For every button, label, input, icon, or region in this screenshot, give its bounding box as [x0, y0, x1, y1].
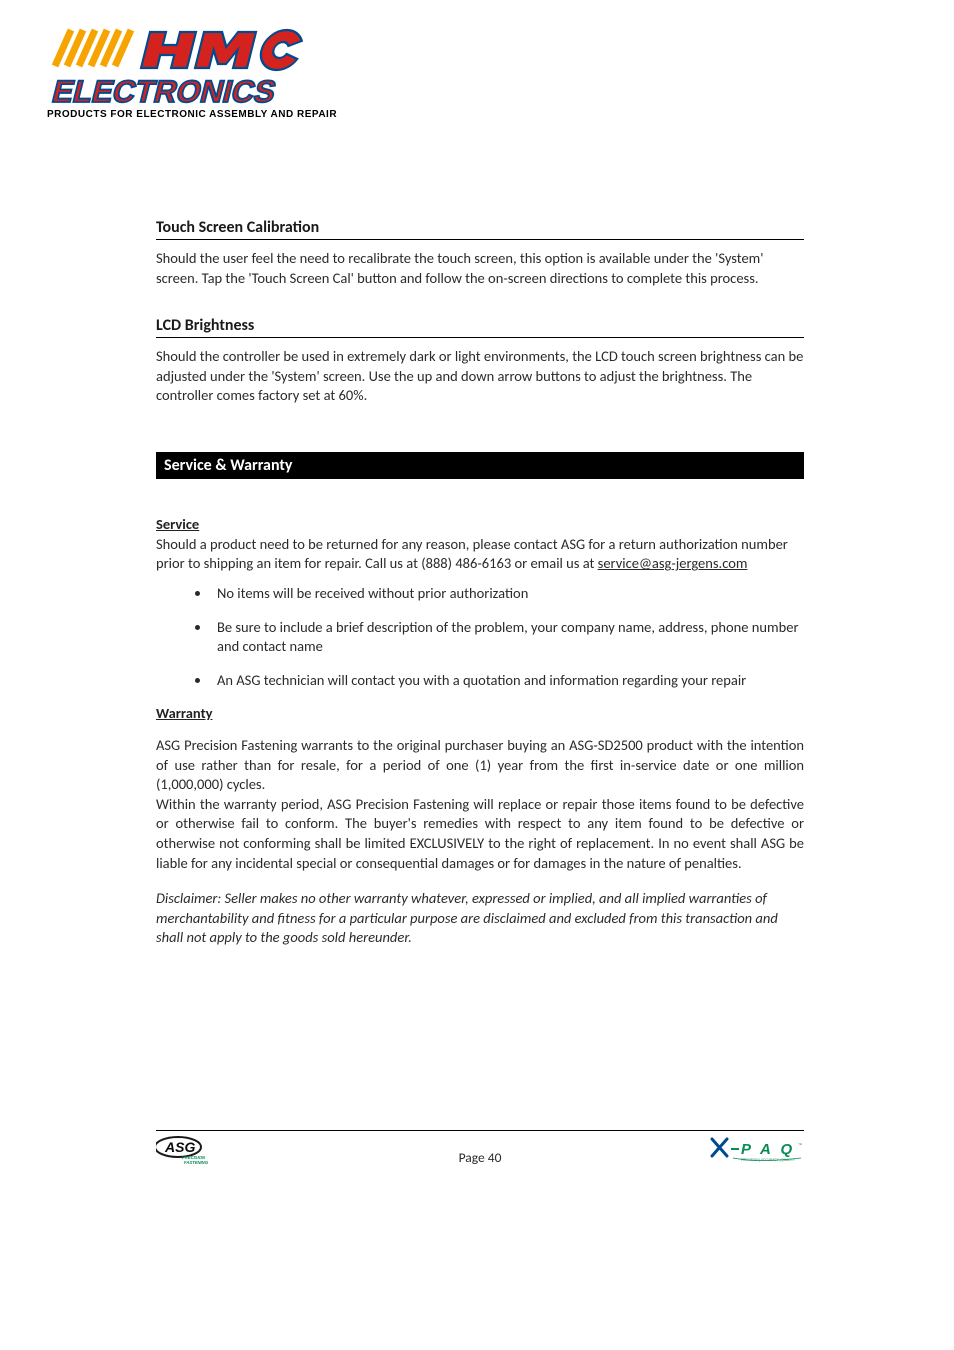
subheading-service: Service	[156, 515, 804, 533]
paragraph-service: Should a product need to be returned for…	[156, 535, 804, 574]
list-item: An ASG technician will contact you with …	[211, 671, 804, 691]
subheading-warranty: Warranty	[156, 704, 804, 722]
service-bullet-list: No items will be received without prior …	[156, 584, 804, 690]
list-item: No items will be received without prior …	[211, 584, 804, 604]
hmc-electronics-logo: ELECTRONICS PRODUCTS FOR ELECTRONIC ASSE…	[45, 28, 345, 120]
paragraph-lcd: Should the controller be used in extreme…	[156, 347, 804, 406]
service-email-link[interactable]: service@asg-jergens.com	[598, 554, 748, 572]
section-bar-service-warranty: Service & Warranty	[156, 452, 804, 479]
page-footer: ASG PRECISION FASTENING Page 40 P A Q ™ …	[156, 1130, 804, 1165]
svg-text:™: ™	[798, 1142, 802, 1147]
svg-text:ELECTRONICS: ELECTRONICS	[49, 74, 280, 108]
heading-touch-screen-calibration: Touch Screen Calibration	[156, 218, 804, 240]
paragraph-touch-cal: Should the user feel the need to recalib…	[156, 249, 804, 288]
page: ELECTRONICS PRODUCTS FOR ELECTRONIC ASSE…	[0, 0, 954, 1350]
paragraph-disclaimer: Disclaimer: Seller makes no other warran…	[156, 889, 804, 948]
content-area: Touch Screen Calibration Should the user…	[156, 218, 804, 948]
list-item: Be sure to include a brief description o…	[211, 618, 804, 657]
paragraph-warranty-1: ASG Precision Fastening warrants to the …	[156, 736, 804, 795]
logo-tagline: PRODUCTS FOR ELECTRONIC ASSEMBLY AND REP…	[47, 109, 337, 120]
header-logo: ELECTRONICS PRODUCTS FOR ELECTRONIC ASSE…	[45, 28, 345, 120]
paragraph-warranty-2: Within the warranty period, ASG Precisio…	[156, 795, 804, 873]
heading-lcd-brightness: LCD Brightness	[156, 316, 804, 338]
page-number: Page 40	[156, 1149, 804, 1166]
